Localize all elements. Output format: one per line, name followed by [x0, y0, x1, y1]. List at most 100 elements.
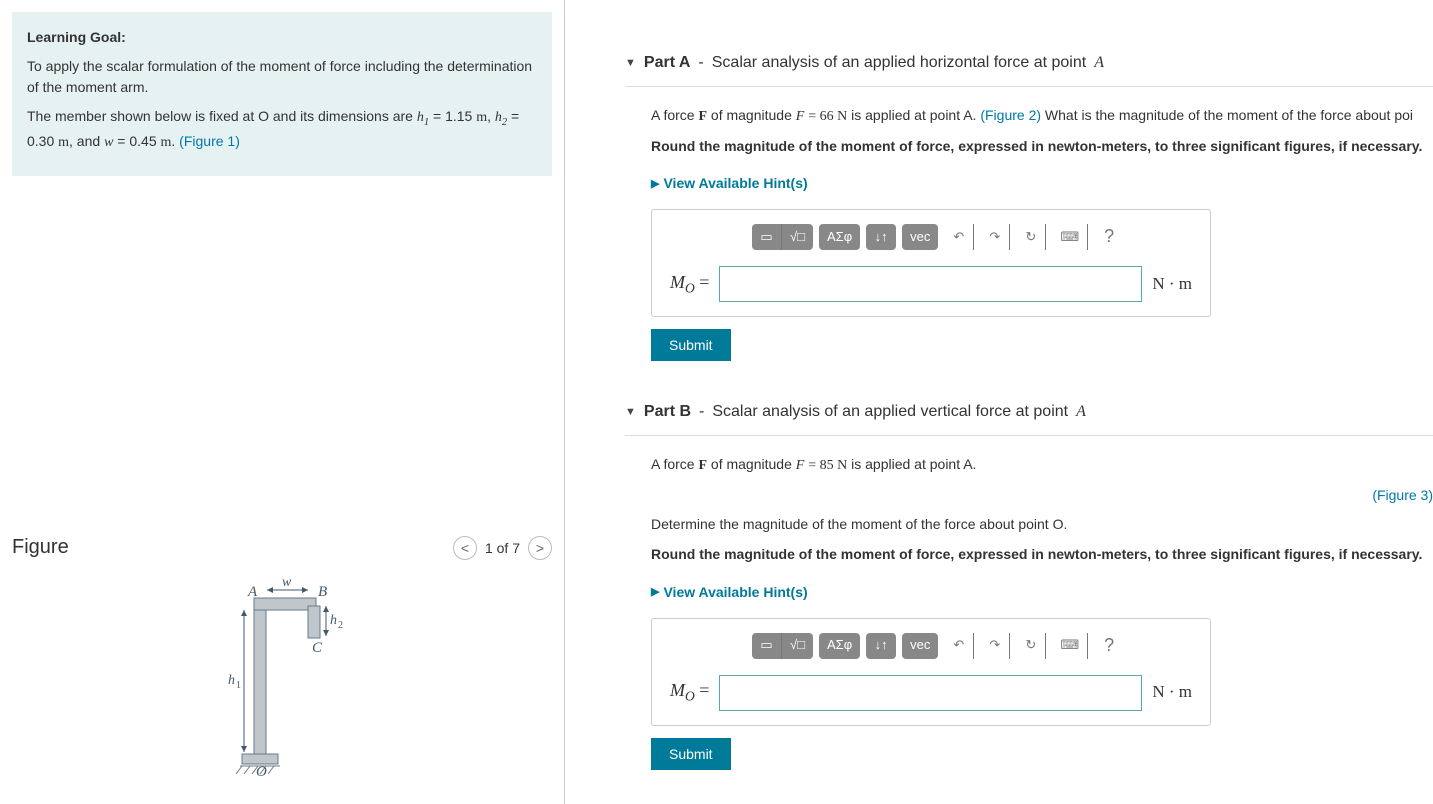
part-b-body: A force F of magnitude F = 85 N is appli…: [625, 436, 1433, 769]
h1-eq: = 1.15: [429, 108, 476, 124]
goal-paragraph-1: To apply the scalar formulation of the m…: [27, 56, 537, 98]
h2-unit: m: [58, 135, 69, 150]
pa-l1-post: is applied at point A.: [851, 107, 980, 123]
figure-header: Figure < 1 of 7 >: [12, 530, 552, 566]
part-a-sep: -: [698, 54, 703, 72]
vec-button[interactable]: vec: [902, 224, 938, 250]
h1-symbol: h: [417, 110, 424, 125]
pb-prefix-eq: =: [699, 680, 709, 700]
redo-button[interactable]: ↷: [980, 633, 1010, 659]
goal-para2-text: The member shown below is fixed at O and…: [27, 108, 417, 124]
w-eq: = 0.45: [113, 133, 160, 149]
w-symbol: w: [104, 135, 113, 150]
pb-hints-text: View Available Hint(s): [663, 582, 807, 604]
pb-tool-group-4: vec: [902, 633, 938, 659]
reset-button[interactable]: ↻: [1016, 633, 1046, 659]
pb-prefix: MO =: [670, 677, 709, 708]
greek-button[interactable]: ΑΣφ: [819, 224, 860, 250]
figure-nav: < 1 of 7 >: [453, 536, 552, 560]
sqrt-button[interactable]: √□: [782, 633, 813, 659]
figure-count: 1 of 7: [485, 540, 520, 556]
part-b-block: ▼ Part B - Scalar analysis of an applied…: [625, 389, 1433, 769]
figure-section: Figure < 1 of 7 >: [0, 530, 564, 786]
part-b-bold: Round the magnitude of the moment of for…: [651, 544, 1433, 566]
vec-button[interactable]: vec: [902, 633, 938, 659]
part-a-body: A force F of magnitude F = 66 N is appli…: [625, 87, 1433, 361]
learning-goal-box: Learning Goal: To apply the scalar formu…: [12, 12, 552, 176]
figure-3-link[interactable]: (Figure 3): [1372, 485, 1433, 507]
part-a-subtitle-pt: A: [1094, 54, 1104, 72]
redo-button[interactable]: ↷: [980, 224, 1010, 250]
part-a-header[interactable]: ▼ Part A - Scalar analysis of an applied…: [625, 40, 1433, 87]
part-a-answer-frame: ▭ √□ ΑΣφ ↓↑ vec ↶ ↷ ↻ ⌨ ?: [651, 209, 1211, 317]
pa-unit1: N: [837, 109, 847, 124]
pb-F-sym: F: [796, 458, 805, 473]
part-b-submit-button[interactable]: Submit: [651, 738, 731, 770]
pb-unit-out: N · m: [1152, 679, 1192, 705]
template-button[interactable]: ▭: [752, 224, 782, 250]
figure-1-link[interactable]: (Figure 1): [179, 133, 240, 149]
keyboard-button[interactable]: ⌨: [1052, 224, 1088, 250]
template-button[interactable]: ▭: [752, 633, 782, 659]
pb-l1-mid: of magnitude: [711, 456, 796, 472]
w-unit: m: [161, 135, 172, 150]
greek-button[interactable]: ΑΣφ: [819, 633, 860, 659]
part-a-block: ▼ Part A - Scalar analysis of an applied…: [625, 40, 1433, 361]
figure-canvas: A B C O w h 1 h 2: [12, 566, 552, 786]
fig-label-h2: h: [330, 613, 337, 628]
part-b-toolbar: ▭ √□ ΑΣφ ↓↑ vec ↶ ↷ ↻ ⌨ ?: [670, 633, 1192, 659]
fig-label-O: O: [256, 764, 267, 776]
part-b-sep: -: [699, 403, 704, 421]
part-a-bold: Round the magnitude of the moment of for…: [651, 136, 1433, 158]
sqrt-button[interactable]: √□: [782, 224, 813, 250]
part-b-line1: A force F of magnitude F = 85 N is appli…: [651, 454, 1433, 477]
arrows-button[interactable]: ↓↑: [866, 633, 896, 659]
pb-F-bold: F: [698, 458, 707, 473]
part-a-answer-input[interactable]: [719, 266, 1142, 302]
caret-down-icon: ▼: [625, 406, 636, 418]
left-column: Learning Goal: To apply the scalar formu…: [0, 0, 565, 804]
help-button[interactable]: ?: [1094, 224, 1124, 250]
part-a-hints-toggle[interactable]: ▶ View Available Hint(s): [651, 173, 808, 195]
caret-right-icon: ▶: [651, 584, 659, 601]
part-b-subtitle-pre: Scalar analysis of an applied vertical f…: [712, 403, 1068, 421]
fig-label-h1s: 1: [236, 680, 241, 691]
part-b-answer-input[interactable]: [719, 675, 1142, 711]
part-b-hints-toggle[interactable]: ▶ View Available Hint(s): [651, 582, 808, 604]
reset-button[interactable]: ↻: [1016, 224, 1046, 250]
figure-title: Figure: [12, 536, 69, 559]
goal-paragraph-2: The member shown below is fixed at O and…: [27, 106, 537, 153]
part-a-label: Part A: [644, 54, 691, 72]
fig-label-w: w: [282, 576, 292, 590]
pa-l1-pre: A force: [651, 107, 698, 123]
undo-button[interactable]: ↶: [944, 633, 974, 659]
undo-button[interactable]: ↶: [944, 224, 974, 250]
pa-tool-group-3: ↓↑: [866, 224, 896, 250]
part-b-input-row: MO = N · m: [670, 675, 1192, 711]
pb-eq1: = 85: [808, 458, 837, 473]
figure-2-link[interactable]: (Figure 2): [980, 107, 1041, 123]
arrows-button[interactable]: ↓↑: [866, 224, 896, 250]
pa-prefix: MO =: [670, 269, 709, 300]
caret-right-icon: ▶: [651, 176, 659, 193]
pa-tool-group-1: ▭ √□: [752, 224, 813, 250]
part-a-submit-button[interactable]: Submit: [651, 329, 731, 361]
part-b-subtitle-pt: A: [1076, 403, 1086, 421]
pa-hints-text: View Available Hint(s): [663, 173, 807, 195]
part-a-line1: A force F of magnitude F = 66 N is appli…: [651, 105, 1433, 128]
pa-eq1: = 66: [808, 109, 837, 124]
keyboard-button[interactable]: ⌨: [1052, 633, 1088, 659]
fig-label-h1: h: [228, 673, 235, 688]
help-button[interactable]: ?: [1094, 633, 1124, 659]
pa-prefix-sym: M: [670, 272, 685, 292]
part-a-input-row: MO = N · m: [670, 266, 1192, 302]
fig-label-A: A: [247, 584, 258, 600]
figure-prev-button[interactable]: <: [453, 536, 477, 560]
part-b-header[interactable]: ▼ Part B - Scalar analysis of an applied…: [625, 389, 1433, 436]
pb-prefix-sub: O: [685, 689, 695, 704]
right-column: ▼ Part A - Scalar analysis of an applied…: [565, 0, 1433, 804]
figure-next-button[interactable]: >: [528, 536, 552, 560]
fig-label-B: B: [318, 584, 327, 600]
fig-label-h2s: 2: [338, 620, 343, 631]
pa-F-bold: F: [698, 109, 707, 124]
